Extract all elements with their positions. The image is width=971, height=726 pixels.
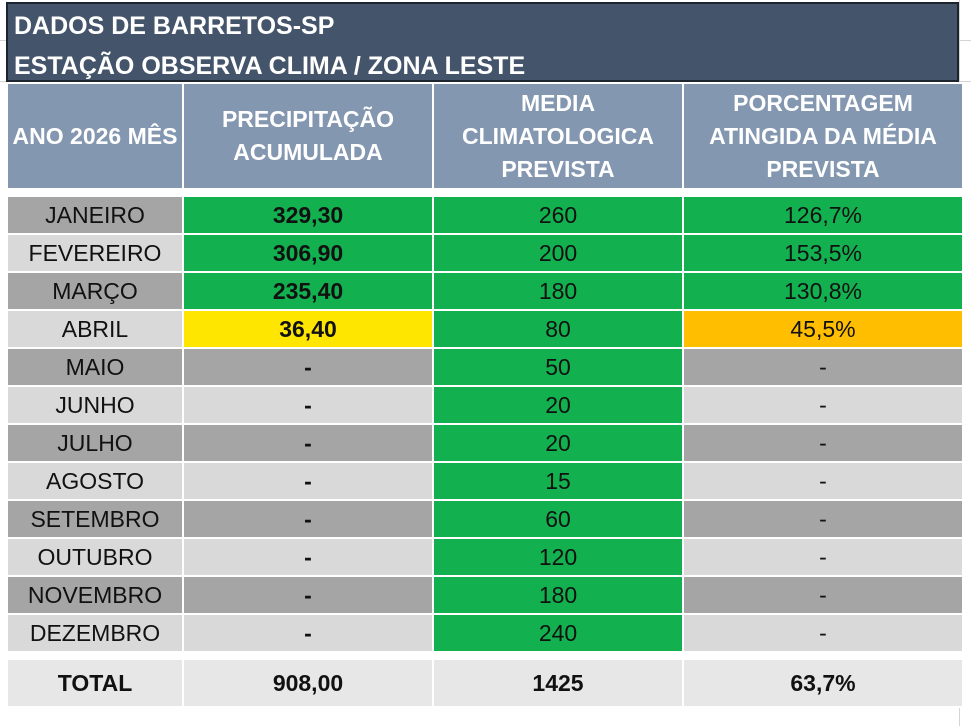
month-cell[interactable]: ABRIL — [6, 309, 184, 349]
month-cell[interactable]: JANEIRO — [6, 195, 184, 235]
precip-cell[interactable]: - — [182, 461, 434, 501]
table-row-setembro: SETEMBRO - 60 - — [6, 499, 964, 539]
pct-cell[interactable]: - — [682, 385, 964, 425]
month-cell[interactable]: AGOSTO — [6, 461, 184, 501]
precip-cell[interactable]: 306,90 — [182, 233, 434, 273]
pct-cell[interactable]: 130,8% — [682, 271, 964, 311]
month-cell[interactable]: JUNHO — [6, 385, 184, 425]
precip-cell[interactable]: - — [182, 385, 434, 425]
media-cell[interactable]: 60 — [432, 499, 684, 539]
spacer-cell — [7, 189, 963, 196]
pct-cell[interactable]: - — [682, 423, 964, 463]
total-row: TOTAL 908,00 1425 63,7% — [6, 658, 964, 708]
total-precip[interactable]: 908,00 — [182, 658, 434, 708]
table-row-abril: ABRIL 36,40 80 45,5% — [6, 309, 964, 349]
pct-cell[interactable]: - — [682, 499, 964, 539]
pct-cell[interactable]: - — [682, 575, 964, 615]
media-cell[interactable]: 20 — [432, 423, 684, 463]
precip-cell[interactable]: - — [182, 423, 434, 463]
table-row-fevereiro: FEVEREIRO 306,90 200 153,5% — [6, 233, 964, 273]
media-cell[interactable]: 20 — [432, 385, 684, 425]
precip-cell[interactable]: - — [182, 575, 434, 615]
title-block: DADOS DE BARRETOS-SP ESTAÇÃO OBSERVA CLI… — [6, 2, 959, 82]
table-row-junho: JUNHO - 20 - — [6, 385, 964, 425]
media-cell[interactable]: 180 — [432, 575, 684, 615]
media-cell[interactable]: 15 — [432, 461, 684, 501]
table-row-maio: MAIO - 50 - — [6, 347, 964, 387]
precip-cell[interactable]: 235,40 — [182, 271, 434, 311]
table-row-outubro: OUTUBRO - 120 - — [6, 537, 964, 577]
media-cell[interactable]: 120 — [432, 537, 684, 577]
precip-cell[interactable]: - — [182, 347, 434, 387]
month-cell[interactable]: DEZEMBRO — [6, 613, 184, 653]
header-month[interactable]: ANO 2026 MÊS — [6, 82, 184, 190]
table-row-julho: JULHO - 20 - — [6, 423, 964, 463]
month-cell[interactable]: SETEMBRO — [6, 499, 184, 539]
month-cell[interactable]: JULHO — [6, 423, 184, 463]
header-percentage[interactable]: PORCENTAGEM ATINGIDA DA MÉDIA PREVISTA — [682, 82, 964, 190]
pct-cell[interactable]: 153,5% — [682, 233, 964, 273]
precip-cell[interactable]: - — [182, 499, 434, 539]
total-pct[interactable]: 63,7% — [682, 658, 964, 708]
pct-cell[interactable]: - — [682, 347, 964, 387]
title-line-2: ESTAÇÃO OBSERVA CLIMA / ZONA LESTE — [14, 52, 526, 80]
month-cell[interactable]: NOVEMBRO — [6, 575, 184, 615]
media-cell[interactable]: 80 — [432, 309, 684, 349]
table-row-janeiro: JANEIRO 329,30 260 126,7% — [6, 195, 964, 235]
precip-cell[interactable]: - — [182, 537, 434, 577]
media-cell[interactable]: 240 — [432, 613, 684, 653]
pct-cell[interactable]: - — [682, 461, 964, 501]
media-cell[interactable]: 50 — [432, 347, 684, 387]
media-cell[interactable]: 180 — [432, 271, 684, 311]
rainfall-table: ANO 2026 MÊS PRECIPITAÇÃO ACUMULADA MEDI… — [6, 82, 964, 708]
media-cell[interactable]: 260 — [432, 195, 684, 235]
total-media[interactable]: 1425 — [432, 658, 684, 708]
spacer-cell — [7, 652, 963, 659]
header-row: ANO 2026 MÊS PRECIPITAÇÃO ACUMULADA MEDI… — [6, 82, 964, 190]
table-row-dezembro: DEZEMBRO - 240 - — [6, 613, 964, 653]
total-label[interactable]: TOTAL — [6, 658, 184, 708]
precip-cell[interactable]: 329,30 — [182, 195, 434, 235]
title-line-1: DADOS DE BARRETOS-SP — [14, 12, 335, 40]
pct-cell[interactable]: - — [682, 613, 964, 653]
table-row-marco: MARÇO 235,40 180 130,8% — [6, 271, 964, 311]
precip-cell[interactable]: - — [182, 613, 434, 653]
spacer-row — [7, 189, 963, 196]
month-cell[interactable]: MAIO — [6, 347, 184, 387]
header-climatological-mean[interactable]: MEDIA CLIMATOLOGICA PREVISTA — [432, 82, 684, 190]
header-precipitation[interactable]: PRECIPITAÇÃO ACUMULADA — [182, 82, 434, 190]
pct-cell[interactable]: 126,7% — [682, 195, 964, 235]
table-row-novembro: NOVEMBRO - 180 - — [6, 575, 964, 615]
pct-cell[interactable]: - — [682, 537, 964, 577]
month-cell[interactable]: MARÇO — [6, 271, 184, 311]
table-row-agosto: AGOSTO - 15 - — [6, 461, 964, 501]
spacer-row — [7, 652, 963, 659]
precip-cell[interactable]: 36,40 — [182, 309, 434, 349]
month-cell[interactable]: OUTUBRO — [6, 537, 184, 577]
month-cell[interactable]: FEVEREIRO — [6, 233, 184, 273]
pct-cell[interactable]: 45,5% — [682, 309, 964, 349]
media-cell[interactable]: 200 — [432, 233, 684, 273]
